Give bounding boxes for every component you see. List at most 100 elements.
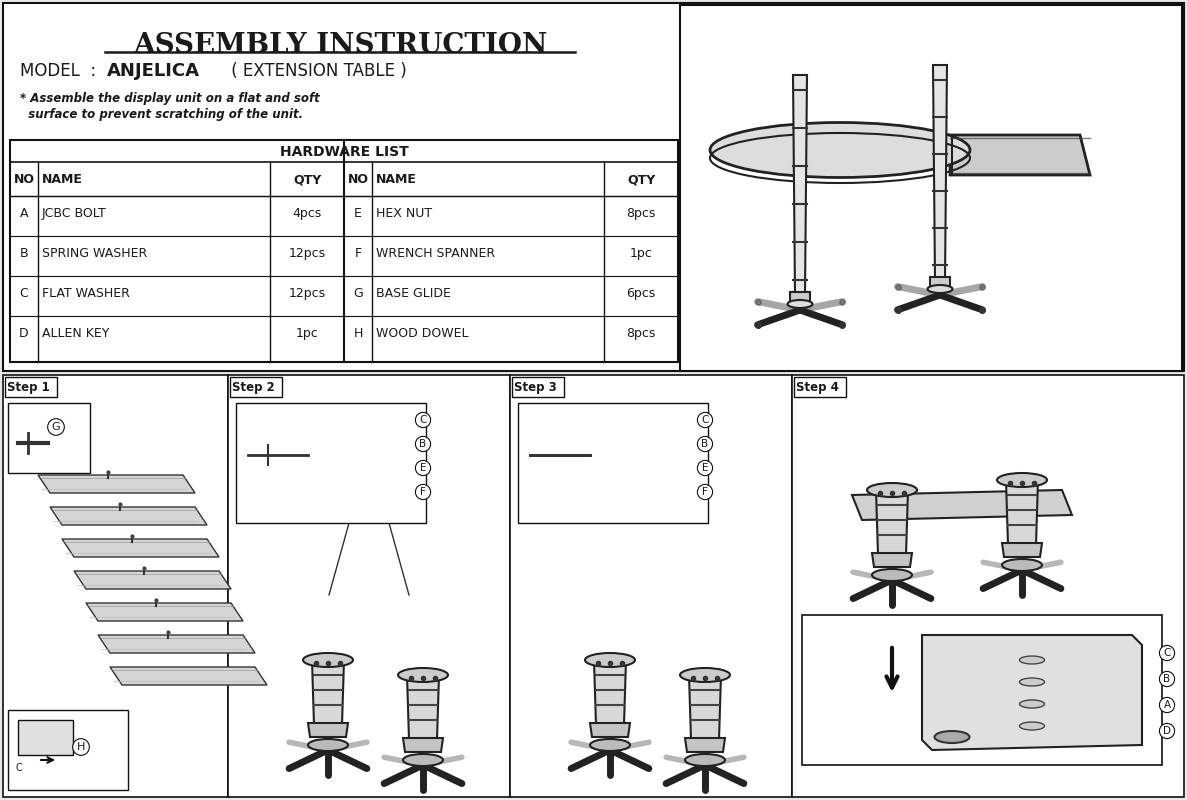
Text: HARDWARE LIST: HARDWARE LIST [280, 145, 408, 159]
Bar [8, 403, 90, 473]
Text: 8pcs: 8pcs [627, 327, 655, 340]
Text: MODEL  :: MODEL : [20, 62, 101, 80]
Polygon shape [1002, 543, 1042, 557]
Text: B: B [1163, 674, 1170, 684]
Text: E: E [354, 207, 362, 220]
Ellipse shape [787, 300, 812, 308]
Text: * Assemble the display unit on a flat and soft: * Assemble the display unit on a flat an… [20, 92, 319, 105]
Polygon shape [307, 723, 348, 737]
Text: 4pcs: 4pcs [292, 207, 322, 220]
Polygon shape [312, 660, 344, 725]
Polygon shape [876, 490, 908, 555]
Text: D: D [19, 327, 28, 340]
Polygon shape [852, 490, 1072, 520]
Text: 12pcs: 12pcs [288, 247, 325, 260]
Text: NO: NO [348, 174, 368, 186]
Text: A: A [20, 207, 28, 220]
Polygon shape [872, 553, 912, 567]
Text: NAME: NAME [42, 174, 83, 186]
Text: 8pcs: 8pcs [627, 207, 655, 220]
Bar [8, 710, 128, 790]
Ellipse shape [590, 739, 630, 751]
Ellipse shape [934, 731, 970, 743]
Polygon shape [407, 675, 439, 740]
Polygon shape [933, 65, 947, 280]
Polygon shape [50, 507, 207, 525]
Text: QTY: QTY [627, 174, 655, 186]
Bar [228, 375, 510, 797]
Text: E: E [702, 463, 709, 473]
Bar [792, 375, 1183, 797]
Text: B: B [419, 439, 426, 449]
Text: F: F [355, 247, 362, 260]
Text: C: C [419, 415, 426, 425]
Text: G: G [52, 422, 61, 432]
Ellipse shape [303, 653, 353, 667]
Polygon shape [1007, 480, 1037, 545]
Polygon shape [922, 635, 1142, 750]
Polygon shape [590, 723, 630, 737]
Polygon shape [594, 660, 626, 725]
Text: Step 4: Step 4 [796, 381, 839, 394]
Ellipse shape [398, 668, 447, 682]
Polygon shape [793, 75, 807, 295]
Text: Step 1: Step 1 [7, 381, 50, 394]
Text: F: F [702, 487, 707, 497]
Ellipse shape [927, 285, 952, 293]
Bar [9, 140, 678, 362]
Ellipse shape [1020, 700, 1045, 708]
Text: 6pcs: 6pcs [627, 287, 655, 300]
Text: WRENCH SPANNER: WRENCH SPANNER [376, 247, 495, 260]
Text: ANJELICA: ANJELICA [107, 62, 199, 80]
Text: surface to prevent scratching of the unit.: surface to prevent scratching of the uni… [20, 108, 303, 121]
Ellipse shape [710, 122, 970, 178]
Text: H: H [77, 742, 85, 752]
Polygon shape [110, 667, 267, 685]
Bar [18, 720, 72, 755]
Bar [794, 377, 846, 397]
Ellipse shape [872, 569, 912, 581]
Polygon shape [99, 635, 255, 653]
Bar [510, 375, 792, 797]
Text: 1pc: 1pc [629, 247, 653, 260]
Ellipse shape [867, 483, 918, 497]
Bar [512, 377, 564, 397]
Ellipse shape [1020, 678, 1045, 686]
Text: FLAT WASHER: FLAT WASHER [42, 287, 129, 300]
Text: HEX NUT: HEX NUT [376, 207, 432, 220]
Bar [791, 292, 810, 304]
Text: C: C [15, 763, 21, 773]
Text: E: E [420, 463, 426, 473]
Text: F: F [420, 487, 426, 497]
Bar [518, 403, 707, 523]
Text: H: H [354, 327, 363, 340]
Ellipse shape [307, 739, 348, 751]
Text: 1pc: 1pc [296, 327, 318, 340]
Text: SPRING WASHER: SPRING WASHER [42, 247, 147, 260]
Polygon shape [74, 571, 231, 589]
Text: BASE GLIDE: BASE GLIDE [376, 287, 451, 300]
Bar [680, 5, 1182, 371]
Text: A: A [1163, 700, 1170, 710]
Bar [802, 615, 1162, 765]
Text: C: C [20, 287, 28, 300]
Polygon shape [85, 603, 243, 621]
Text: G: G [353, 287, 363, 300]
Text: B: B [20, 247, 28, 260]
Polygon shape [688, 675, 721, 740]
Polygon shape [404, 738, 443, 752]
Text: WOOD DOWEL: WOOD DOWEL [376, 327, 469, 340]
Text: ASSEMBLY INSTRUCTION: ASSEMBLY INSTRUCTION [133, 32, 547, 59]
Polygon shape [685, 738, 725, 752]
Text: Step 3: Step 3 [514, 381, 557, 394]
Ellipse shape [997, 473, 1047, 487]
Text: B: B [702, 439, 709, 449]
Text: Step 2: Step 2 [231, 381, 274, 394]
Text: D: D [1163, 726, 1172, 736]
Text: ALLEN KEY: ALLEN KEY [42, 327, 109, 340]
Bar [929, 277, 950, 289]
Ellipse shape [585, 653, 635, 667]
Text: NAME: NAME [376, 174, 417, 186]
Text: ( EXTENSION TABLE ): ( EXTENSION TABLE ) [226, 62, 407, 80]
Bar [5, 377, 57, 397]
